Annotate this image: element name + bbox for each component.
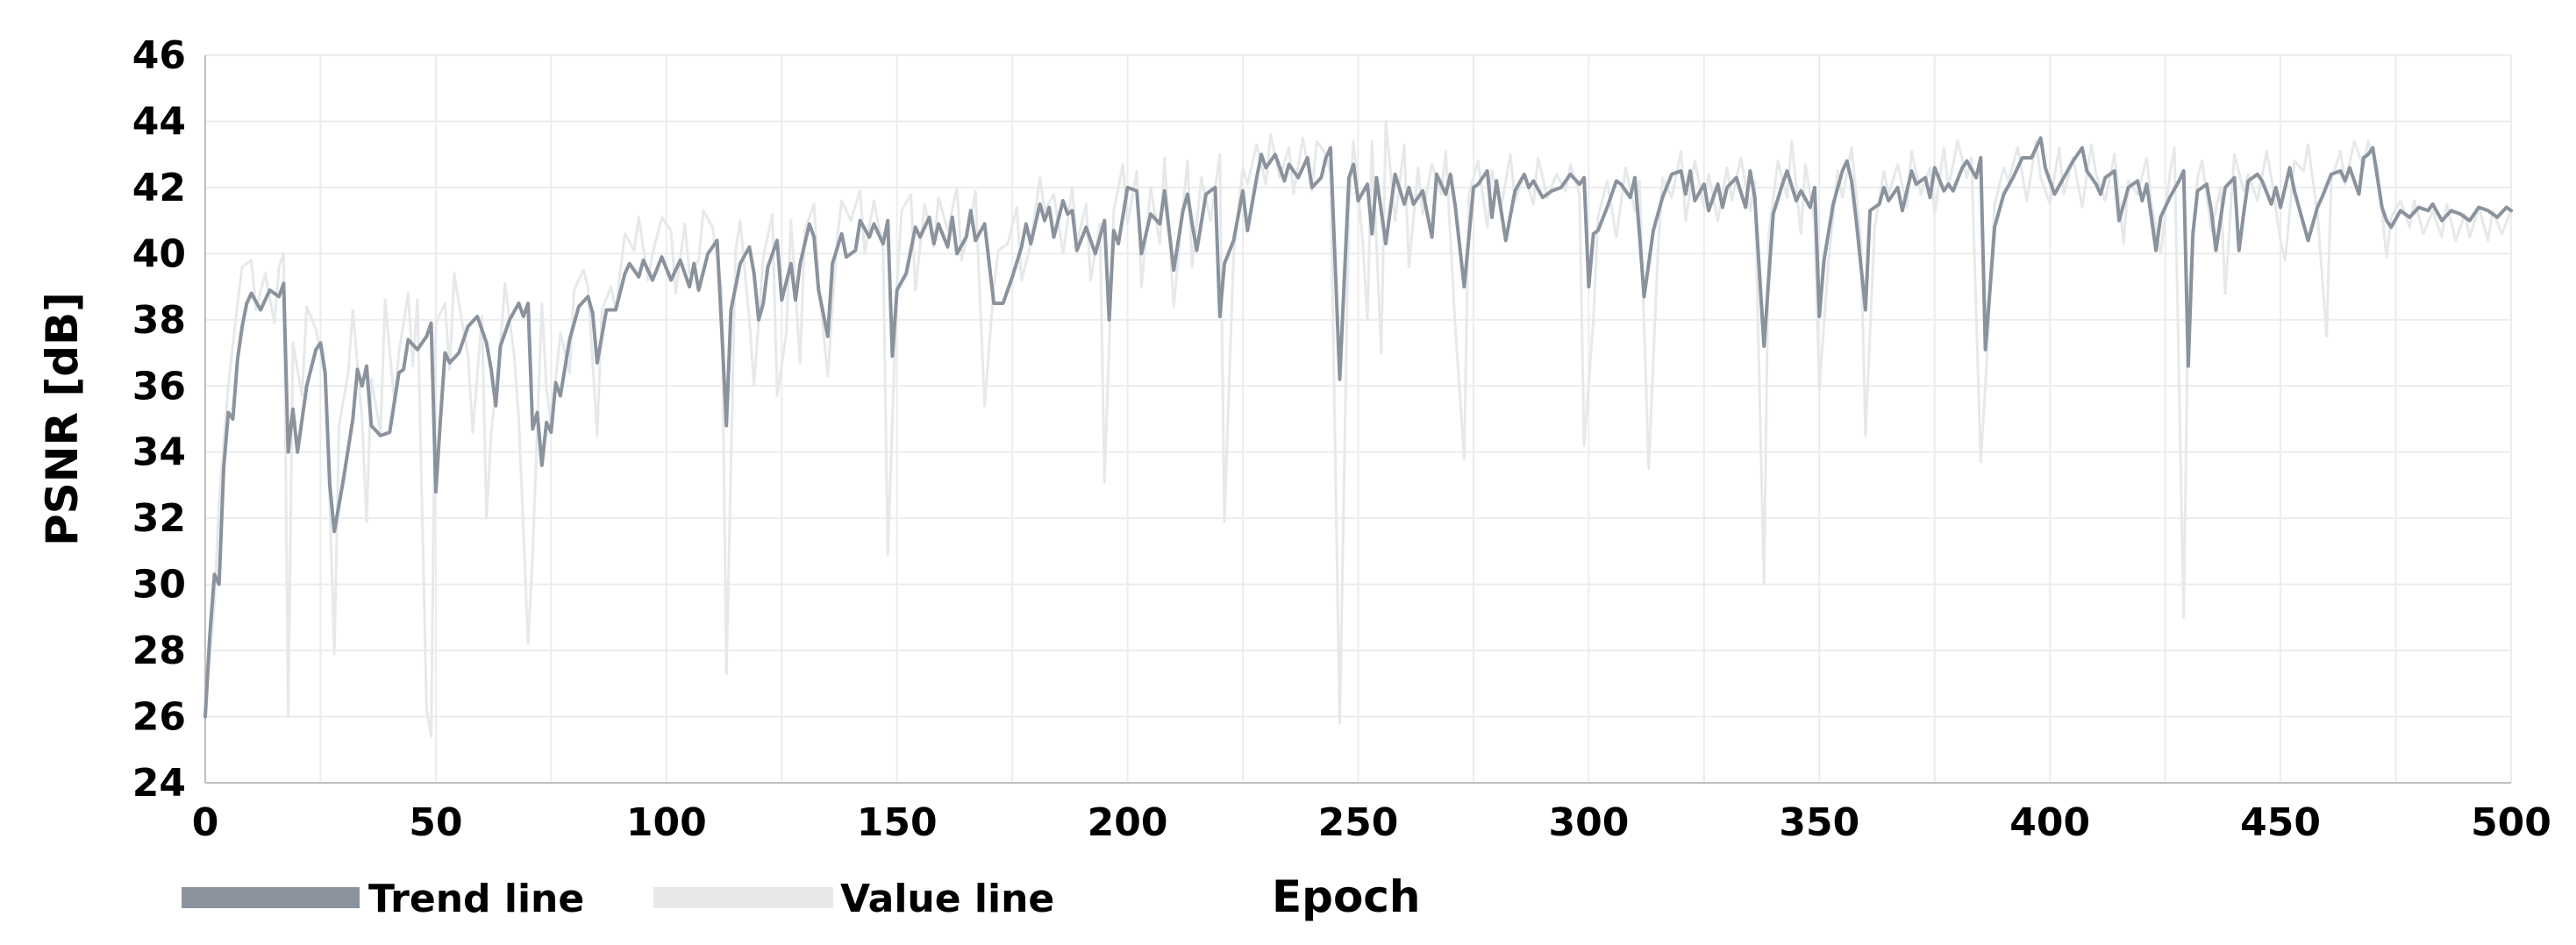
x-tick-label-50: 50: [409, 800, 462, 845]
legend-swatch-value: [653, 887, 833, 908]
y-tick-label-32: 32: [132, 496, 186, 541]
x-tick-label-100: 100: [626, 800, 707, 845]
x-tick-label-150: 150: [857, 800, 938, 845]
x-tick-label-450: 450: [2240, 800, 2321, 845]
legend-label-trend: Trend line: [368, 877, 584, 921]
y-tick-label-42: 42: [132, 166, 186, 210]
y-tick-label-24: 24: [132, 761, 186, 806]
value-line-series: [203, 120, 2513, 738]
x-axis-label: Epoch: [1272, 871, 1421, 922]
y-tick-label-46: 46: [132, 33, 186, 78]
y-tick-label-38: 38: [132, 298, 186, 343]
x-tick-label-0: 0: [192, 800, 219, 845]
x-tick-label-500: 500: [2471, 800, 2551, 845]
x-tick-label-400: 400: [2009, 800, 2090, 845]
y-tick-label-26: 26: [132, 695, 186, 740]
y-tick-label-40: 40: [132, 231, 186, 276]
series-lines: [203, 120, 2513, 738]
y-tick-label-36: 36: [132, 364, 186, 409]
tick-labels: 24 26 28 30 32 34 36 38 40 42 44 46 0 50 100 150 200 250 3…: [132, 33, 2551, 845]
y-tick-label-28: 28: [132, 629, 186, 673]
legend-swatch-trend: [182, 887, 360, 908]
x-tick-label-350: 350: [1779, 800, 1859, 845]
trend-line-series: [203, 136, 2513, 719]
y-tick-label-30: 30: [132, 563, 186, 608]
y-axis-label: PSNR [dB]: [37, 292, 88, 546]
y-tick-label-34: 34: [132, 430, 186, 475]
x-tick-label-200: 200: [1088, 800, 1168, 845]
y-tick-label-44: 44: [132, 99, 186, 144]
x-tick-label-250: 250: [1318, 800, 1399, 845]
x-tick-label-300: 300: [1548, 800, 1629, 845]
legend-label-value: Value line: [840, 877, 1054, 921]
axis-labels: PSNR [dB] Epoch: [37, 292, 1421, 922]
axes: [204, 55, 2511, 784]
legend: Trend line Value line: [182, 877, 1054, 921]
